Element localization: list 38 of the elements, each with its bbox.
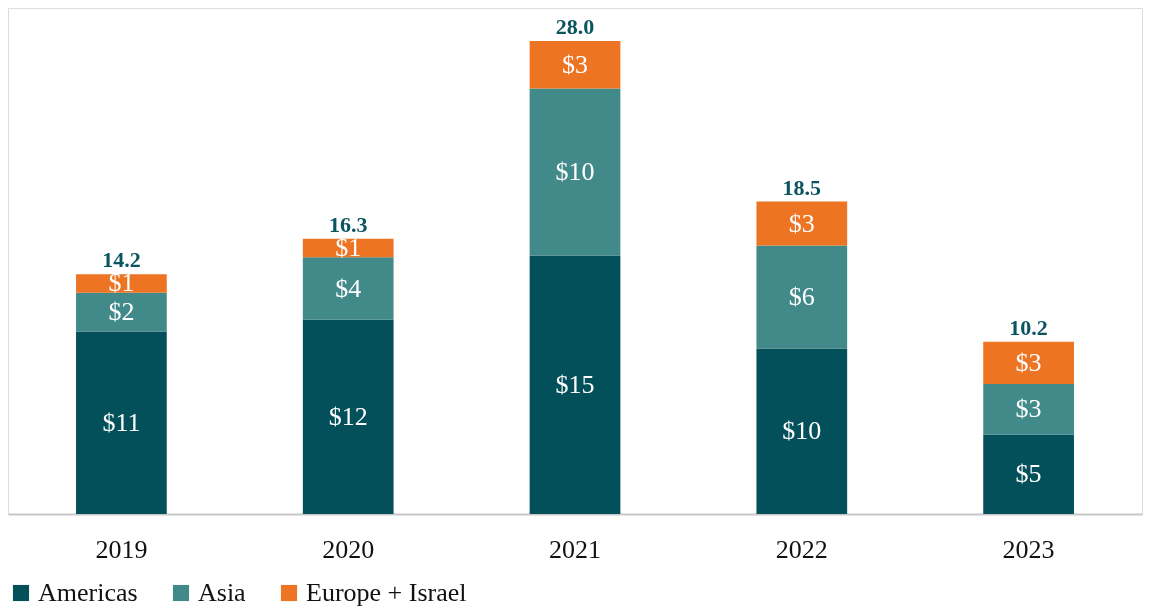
- bar: [76, 331, 167, 514]
- data-label: $3: [1015, 394, 1042, 424]
- bar: [529, 41, 621, 89]
- data-label: $3: [562, 49, 588, 79]
- bar: [529, 88, 621, 256]
- bar: [302, 319, 394, 514]
- x-tick-label: 2022: [775, 534, 828, 564]
- x-tick-label: 2020: [322, 534, 375, 564]
- bar: [756, 201, 848, 246]
- legend-label: Americas: [38, 578, 138, 607]
- bar: [76, 292, 167, 332]
- bar: [983, 341, 1074, 384]
- bar: [983, 383, 1074, 435]
- bar: [983, 434, 1074, 514]
- legend-label: Europe + Israel: [306, 578, 467, 607]
- data-label: $5: [1015, 459, 1042, 489]
- data-label: $15: [555, 369, 595, 399]
- data-label: $12: [328, 401, 368, 431]
- data-label: $3: [788, 208, 815, 238]
- data-label: $10: [555, 156, 595, 186]
- total-label: 28.0: [555, 14, 595, 40]
- data-label: $11: [102, 407, 141, 437]
- x-tick-label: 2019: [95, 534, 148, 564]
- legend-label: Asia: [198, 578, 247, 607]
- bar: [302, 257, 394, 320]
- x-tick-label: 2021: [549, 534, 601, 564]
- data-label: $10: [782, 416, 822, 446]
- bar: [529, 255, 621, 514]
- data-label: $3: [1015, 347, 1042, 377]
- total-label: 18.5: [782, 174, 822, 200]
- x-tick-label: 2023: [1002, 534, 1055, 564]
- data-label: $4: [335, 273, 362, 303]
- bar: [76, 274, 167, 293]
- data-label: $2: [108, 297, 135, 327]
- bar: [756, 348, 848, 514]
- data-label: $6: [788, 281, 815, 311]
- bar: [756, 245, 848, 349]
- total-label: 10.2: [1009, 314, 1048, 340]
